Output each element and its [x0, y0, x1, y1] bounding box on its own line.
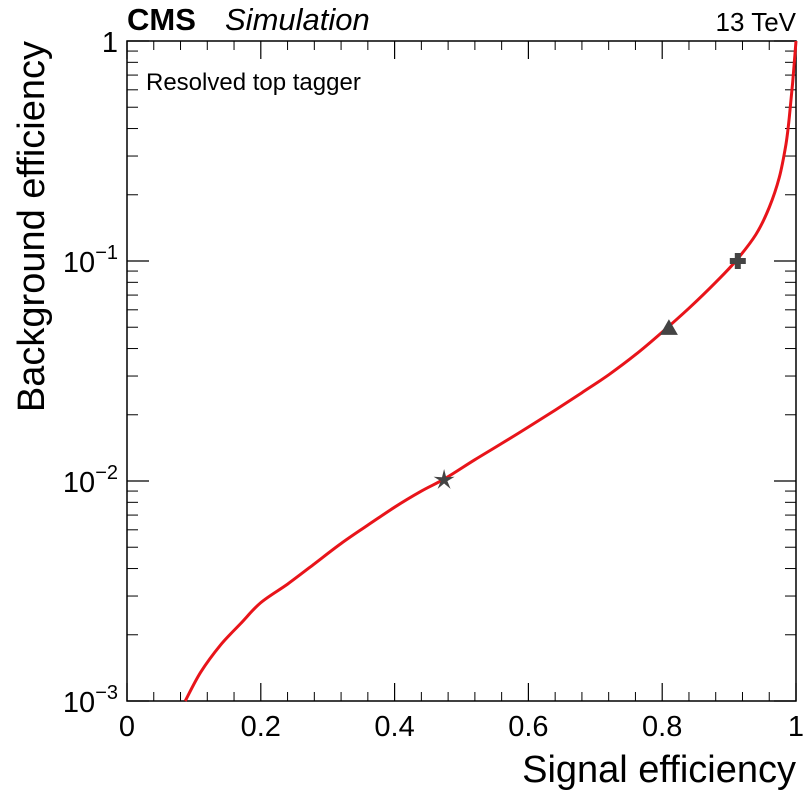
- x-tick-label: 0: [119, 711, 135, 743]
- ticks-layer: 0 0.2 0.4 0.6 0.8 1 10−3 10−2 10−1 1: [63, 27, 804, 743]
- y-tick-label: 10−1: [63, 242, 118, 279]
- roc-curve-line: [183, 40, 798, 702]
- y-tick-label: 10−2: [63, 462, 118, 499]
- marker-layer: [433, 253, 746, 489]
- cms-label: CMS: [127, 2, 196, 37]
- plot-frame: [126, 40, 797, 702]
- x-tick-label: 0.2: [241, 711, 281, 743]
- x-tick-label: 0.4: [374, 711, 414, 743]
- x-tick-label: 1: [788, 711, 804, 743]
- curve-layer: [183, 40, 798, 702]
- energy-label: 13 TeV: [716, 7, 797, 37]
- x-axis-title: Signal efficiency: [522, 749, 796, 791]
- cross-marker: [729, 253, 746, 269]
- simulation-label: Simulation: [225, 2, 370, 37]
- y-axis-title: Background efficiency: [11, 41, 53, 412]
- x-tick-label: 0.8: [642, 711, 682, 743]
- y-tick-label: 1: [102, 27, 118, 59]
- y-tick-label: 10−3: [63, 682, 118, 719]
- triangle-marker: [659, 319, 678, 335]
- annotation-label: Resolved top tagger: [146, 69, 361, 96]
- star-marker: [433, 469, 455, 489]
- x-tick-label: 0.6: [508, 711, 548, 743]
